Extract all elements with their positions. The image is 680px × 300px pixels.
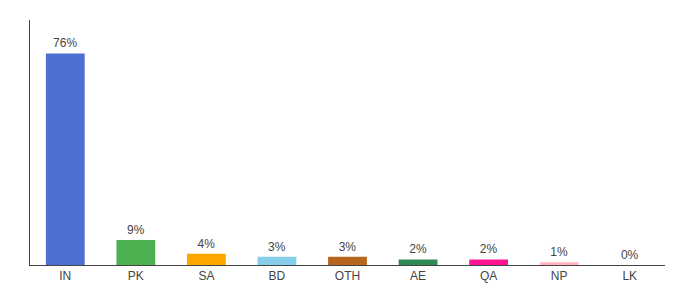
svg-text:2%: 2% [480, 242, 498, 256]
svg-text:76%: 76% [53, 36, 77, 50]
svg-text:2%: 2% [409, 242, 427, 256]
svg-text:QA: QA [480, 269, 497, 283]
svg-text:1%: 1% [550, 245, 568, 259]
svg-text:3%: 3% [268, 240, 286, 254]
svg-text:PK: PK [128, 269, 144, 283]
svg-text:AE: AE [410, 269, 426, 283]
svg-text:4%: 4% [198, 237, 216, 251]
svg-text:SA: SA [198, 269, 214, 283]
svg-text:0%: 0% [621, 248, 639, 262]
svg-text:LK: LK [622, 269, 637, 283]
svg-text:9%: 9% [127, 223, 145, 237]
svg-text:NP: NP [551, 269, 568, 283]
svg-text:3%: 3% [339, 240, 357, 254]
svg-text:IN: IN [59, 269, 71, 283]
svg-text:OTH: OTH [335, 269, 360, 283]
svg-text:BD: BD [269, 269, 286, 283]
